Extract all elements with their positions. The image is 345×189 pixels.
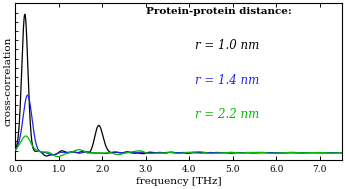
Text: r = 1.4 nm: r = 1.4 nm	[195, 74, 259, 87]
Y-axis label: cross-correlation: cross-correlation	[3, 37, 12, 126]
Text: r = 1.0 nm: r = 1.0 nm	[195, 40, 259, 53]
Text: r = 2.2 nm: r = 2.2 nm	[195, 108, 259, 121]
X-axis label: frequency [THz]: frequency [THz]	[136, 177, 221, 186]
Text: Protein-protein distance:: Protein-protein distance:	[146, 7, 292, 16]
